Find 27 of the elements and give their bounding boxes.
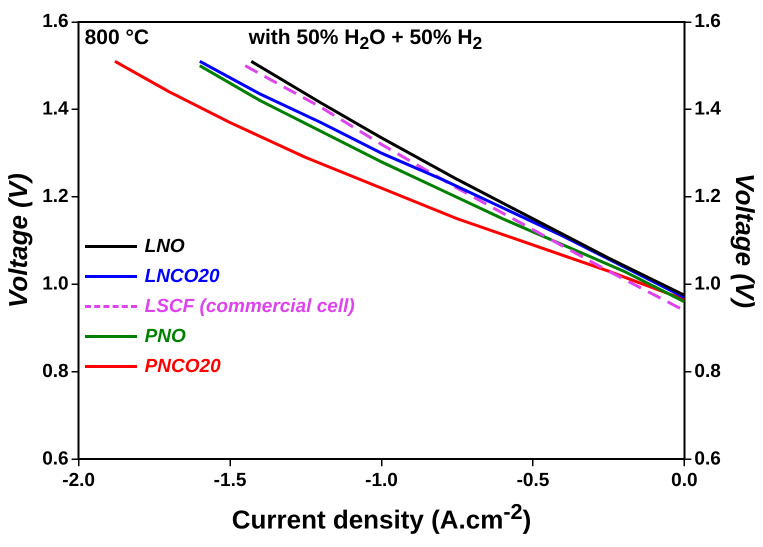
- y-tick-label: 1.0: [42, 274, 69, 295]
- y-tick-label: 0.8: [42, 360, 69, 382]
- x-tick-label: 0.0: [671, 470, 698, 491]
- annotation: with 50% H$_{2}$O + 50% H$_{2}$: [248, 26, 482, 54]
- y-tick-label: 0.6: [42, 448, 69, 470]
- y-tick-label: 1.6: [42, 11, 69, 32]
- legend-label: LNCO20: [144, 266, 220, 288]
- x-tick-label: -2.0: [62, 470, 95, 491]
- y2-tick-label: 0.8: [694, 360, 721, 382]
- x-tick-label: -0.5: [516, 470, 550, 491]
- y-tick-label: 1.4: [42, 98, 70, 120]
- x-tick-label: -1.5: [214, 470, 247, 491]
- legend-label: PNO: [144, 326, 186, 348]
- y2-tick-label: 1.6: [694, 11, 721, 32]
- y-tick-label: 1.2: [42, 186, 69, 208]
- y2-tick-label: 1.2: [694, 186, 721, 208]
- y2-axis-title: Voltage (V): [730, 173, 760, 308]
- y2-tick-label: 0.6: [694, 448, 721, 470]
- legend-label: LNO: [144, 236, 185, 258]
- legend-label: LSCF (commercial cell): [144, 296, 355, 318]
- y2-tick-label: 1.0: [694, 274, 721, 295]
- legend-label: PNCO20: [144, 356, 221, 378]
- x-axis-title: Current density (A.cm$^{-2}$): [230, 499, 532, 536]
- annotation: 800 °C: [84, 26, 150, 50]
- y-axis-title: Voltage (V): [2, 173, 33, 308]
- x-tick-label: -1.0: [365, 470, 398, 491]
- y2-tick-label: 1.4: [694, 98, 722, 120]
